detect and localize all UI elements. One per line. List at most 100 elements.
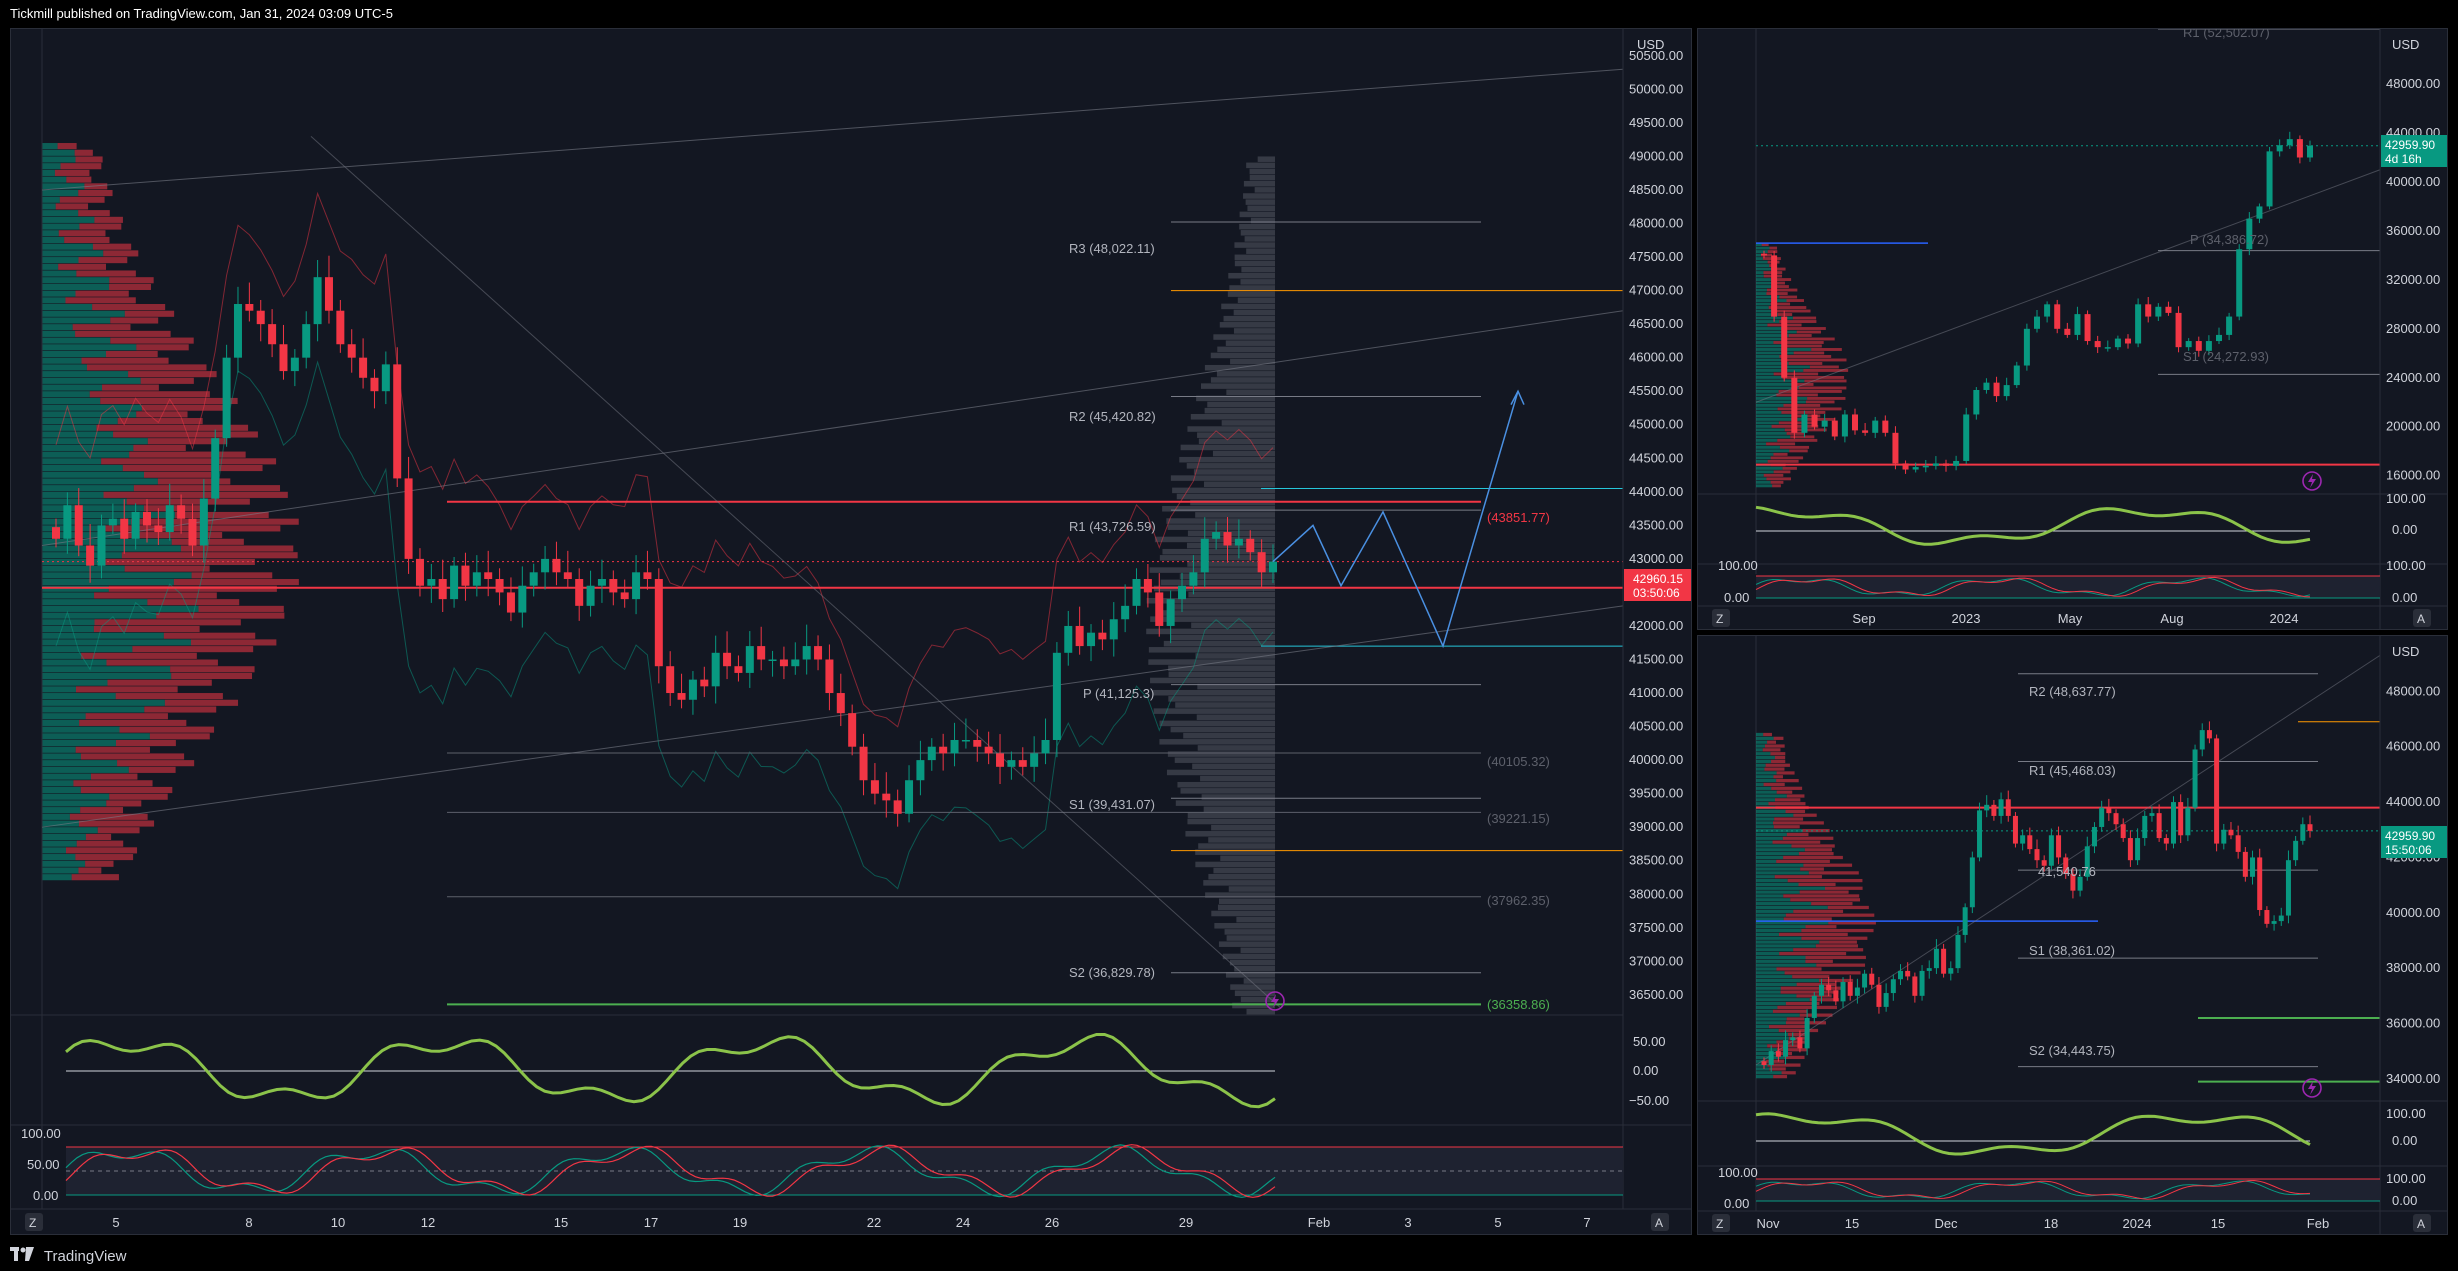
profile-bar-up	[1756, 1048, 1777, 1052]
candle-body	[2094, 341, 2101, 348]
price-scale[interactable]: USD 36500.00 37000.00 37500.00 38000.00 3850…	[1622, 29, 1692, 1209]
lightning-icon[interactable]	[1265, 991, 1285, 1011]
candle-body	[836, 693, 845, 714]
profile-bar-up	[1756, 274, 1764, 278]
rb-price-pane[interactable]: R2 (48,637.77) R1 (45,468.03) 41,540.76 …	[1755, 636, 2381, 1211]
profile-bar-down	[1793, 813, 1817, 817]
profile-bar-up	[42, 149, 75, 156]
axis-a-button[interactable]	[1651, 1213, 1669, 1231]
main-price-pane[interactable]: R3 (48,022.11) R2 (45,420.82) R1 (43,726…	[41, 29, 1624, 1209]
profile-bar-up	[42, 304, 93, 311]
right-bottom-chart-panel[interactable]: R2 (48,637.77) R1 (45,468.03) 41,540.76 …	[1697, 635, 2448, 1235]
profile-bar-down	[1786, 431, 1805, 435]
profile-bar-up	[1756, 902, 1812, 906]
profile-bar-down	[73, 780, 153, 787]
profile-bar	[1170, 634, 1275, 641]
candle-body	[279, 344, 288, 372]
y-tick-label: 39000.00	[1629, 819, 1683, 834]
pivot-label-r3: R3 (48,022.11)	[1069, 241, 1155, 256]
pivot-label-r2: R2 (45,420.82)	[1069, 409, 1156, 424]
time-axis[interactable]: 5 8 10 12 15 17 19 22 24 26 29 Feb 3 5 7 Z A	[11, 1208, 1692, 1231]
oscillator-pane-2[interactable]: 100.00 0.00 100.00 0.00	[1698, 558, 2448, 605]
pivot-label-s2: S2 (34,443.75)	[2029, 1043, 2115, 1058]
oscillator-pane-1[interactable]: 100.00 0.00	[1698, 1100, 2448, 1156]
candle-body	[973, 739, 982, 747]
osc2-left-100: 100.00	[1718, 1165, 1758, 1180]
candle-body	[2077, 876, 2083, 891]
price-scale[interactable]: USD 16000.00 20000.00 24000.00 28000.00 3200…	[2379, 29, 2447, 630]
oscillator-pane-2[interactable]: 100.00 50.00 0.00	[11, 1124, 1692, 1203]
candle-body	[2250, 857, 2256, 877]
rt-price-pane[interactable]: R1 (52,502.07) P (34,386.72) S1 (24,272.…	[1755, 29, 2381, 574]
main-chart-panel[interactable]: R3 (48,022.11) R2 (45,420.82) R1 (43,726…	[10, 28, 1692, 1235]
profile-bar-up	[1756, 403, 1784, 407]
x-tick-label: 12	[421, 1215, 435, 1230]
axis-z-button[interactable]	[1712, 609, 1730, 627]
candle-body	[472, 572, 481, 586]
profile-bar-up	[42, 411, 137, 418]
price-scale[interactable]: USD 34000.0036000.0038000.0040000.004200…	[2379, 636, 2447, 1235]
profile-bar	[1150, 677, 1275, 684]
right-top-chart-svg[interactable]: R1 (52,502.07) P (34,386.72) S1 (24,272.…	[1698, 29, 2448, 630]
pivot-label-r1: R1 (43,726.59)	[1069, 519, 1156, 534]
profile-bar-up	[1756, 752, 1771, 756]
candle-body	[199, 498, 208, 546]
profile-bar-down	[117, 418, 203, 425]
candle-body	[734, 666, 743, 673]
candle-body	[2127, 838, 2133, 861]
oscillator-pane-2[interactable]: 100.00 0.00 100.00 0.00	[1698, 1165, 2448, 1211]
candle-body	[290, 357, 299, 372]
candle-body	[870, 780, 879, 794]
profile-bar-down	[89, 391, 210, 398]
axis-a-button[interactable]	[2413, 1214, 2431, 1232]
time-axis[interactable]: Sep 2023 May Aug 2024 Z A	[1698, 605, 2448, 627]
right-top-chart-panel[interactable]: R1 (52,502.07) P (34,386.72) S1 (24,272.…	[1697, 28, 2448, 630]
volume-profile-right	[1146, 156, 1275, 1015]
profile-bar-up	[1756, 278, 1775, 282]
trendline	[1755, 169, 2381, 403]
profile-bar-up	[42, 652, 82, 659]
right-bottom-chart-svg[interactable]: R2 (48,637.77) R1 (45,468.03) 41,540.76 …	[1698, 636, 2448, 1235]
profile-bar-up	[42, 257, 79, 264]
oscillator-pane-1[interactable]: 50.00 0.00 −50.00	[11, 1014, 1669, 1109]
profile-bar-down	[1793, 909, 1844, 913]
candle-body	[2307, 145, 2313, 158]
main-chart-svg[interactable]: R3 (48,022.11) R2 (45,420.82) R1 (43,726…	[11, 29, 1692, 1235]
y-tick-label: 46000.00	[2386, 739, 2440, 754]
lower-band	[55, 360, 1274, 890]
oscillator-pane-1[interactable]: 100.00 0.00	[1698, 491, 2448, 546]
profile-bar	[1207, 401, 1275, 408]
profile-bar-down	[66, 847, 138, 854]
profile-bar-up	[42, 558, 101, 565]
candle-body	[370, 377, 379, 392]
profile-bar-up	[1756, 732, 1764, 737]
candle-body	[86, 545, 95, 566]
axis-z-button[interactable]	[25, 1213, 43, 1231]
profile-bar-down	[1784, 1055, 1805, 1060]
profile-bar-down	[65, 297, 136, 304]
candle-body	[2276, 145, 2283, 152]
profile-bar-down	[1800, 867, 1824, 871]
profile-bar-down	[1776, 1048, 1808, 1052]
candle-body	[609, 579, 618, 593]
time-axis[interactable]: Nov 15 Dec 18 2024 15 Feb Z A	[1698, 1210, 2448, 1232]
lightning-icon[interactable]	[2302, 471, 2322, 491]
profile-bar-up	[1756, 828, 1803, 833]
candle-body	[2216, 334, 2222, 342]
profile-bar	[1187, 818, 1275, 825]
profile-bar	[1222, 953, 1275, 960]
profile-bar-down	[1786, 832, 1809, 837]
profile-bar-down	[85, 833, 112, 841]
y-tick-label: 46500.00	[1629, 316, 1683, 331]
candle-body	[1223, 532, 1232, 546]
profile-bar	[1223, 315, 1275, 322]
axis-a-button[interactable]	[2413, 609, 2431, 627]
axis-z-button[interactable]	[1712, 1214, 1730, 1232]
profile-bar-up	[1756, 1071, 1782, 1075]
candle-body	[2114, 338, 2121, 348]
profile-bar-up	[42, 827, 98, 834]
lightning-icon[interactable]	[2302, 1078, 2322, 1098]
profile-bar-up	[42, 471, 144, 478]
profile-bar	[1241, 266, 1275, 273]
candle-body	[654, 579, 663, 667]
